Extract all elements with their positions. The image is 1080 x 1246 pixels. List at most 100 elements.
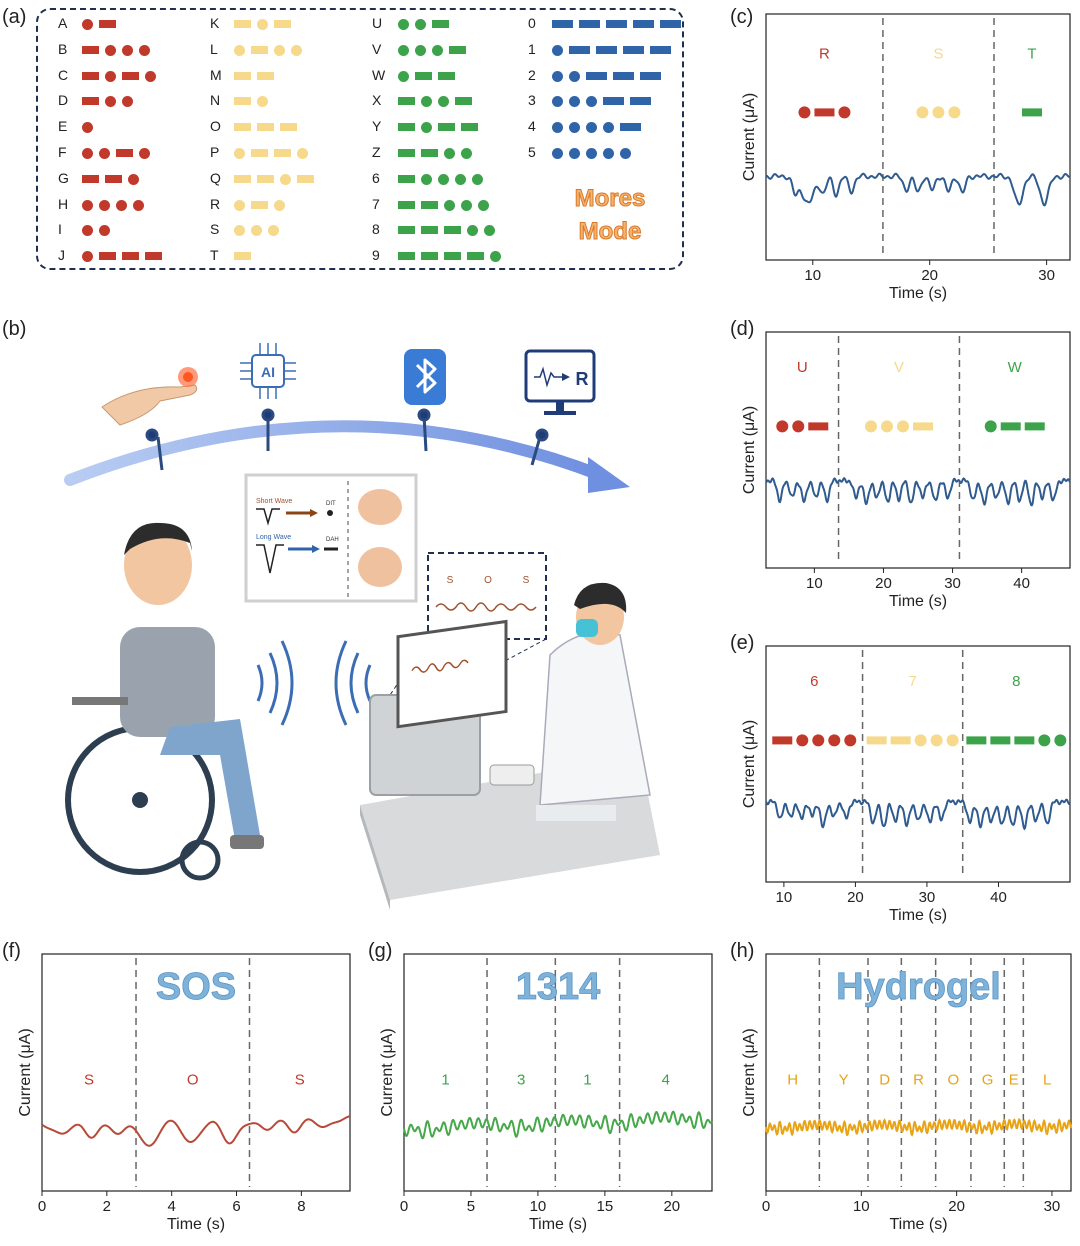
- morse-dot: [398, 44, 409, 56]
- morse-char: F: [58, 144, 67, 160]
- morse-char: H: [58, 195, 69, 212]
- morse-dash: [660, 20, 681, 28]
- morse-dot: [82, 199, 93, 211]
- morse-dot: [455, 173, 466, 185]
- x-tick-label: 40: [990, 889, 1007, 906]
- code-dash: [772, 736, 793, 745]
- zoom-letter-2: O: [484, 575, 492, 586]
- x-tick-label: 20: [875, 575, 892, 592]
- x-tick-label: 30: [944, 575, 961, 592]
- segment-letter: H: [787, 1071, 798, 1088]
- morse-dot: [82, 148, 93, 159]
- x-tick-label: 5: [467, 1198, 475, 1215]
- morse-dash: [398, 200, 415, 209]
- morse-dot: [569, 70, 580, 82]
- code-dot: [914, 734, 927, 747]
- panel-label-g: (g): [368, 940, 393, 962]
- morse-dash: [421, 149, 438, 157]
- x-tick-label: 10: [776, 889, 793, 906]
- morse-dash: [633, 20, 654, 28]
- x-tick-label: 10: [804, 267, 821, 284]
- chart-e: 10 20 30 40 Time (s) Current (μA) 6 7 8: [741, 645, 1071, 924]
- doctor: [536, 582, 651, 821]
- morse-dash: [145, 252, 162, 261]
- morse-char: R: [210, 195, 221, 212]
- morse-dash: [234, 97, 251, 106]
- dah-label: DAH: [326, 537, 339, 543]
- morse-dot: [586, 96, 597, 108]
- morse-dash: [122, 252, 139, 261]
- morse-dot: [438, 96, 449, 108]
- x-tick-label: 20: [663, 1198, 680, 1215]
- morse-dot: [586, 148, 597, 159]
- morse-dash: [297, 174, 314, 183]
- morse-dash: [257, 71, 274, 80]
- segment-letter: R: [913, 1071, 924, 1088]
- panel-label-e: (e): [730, 632, 755, 654]
- morse-dash: [105, 174, 122, 183]
- morse-dash: [596, 45, 617, 54]
- code-dot: [984, 420, 997, 433]
- chart-title: 1314: [516, 966, 601, 1008]
- morse-dot: [268, 225, 279, 237]
- morse-dash: [274, 149, 291, 157]
- segment-letter: 1: [441, 1071, 449, 1088]
- morse-dot: [234, 225, 245, 237]
- morse-dash: [640, 71, 661, 80]
- morse-dot: [620, 148, 631, 159]
- morse-dot: [99, 199, 110, 211]
- morse-dash: [449, 45, 466, 54]
- code-dot: [838, 106, 851, 119]
- morse-char: 2: [528, 66, 536, 83]
- morse-char: A: [58, 15, 68, 31]
- morse-char: M: [210, 66, 222, 83]
- morse-dot: [257, 19, 268, 30]
- chart-title: Hydrogel: [836, 966, 1001, 1008]
- chart-c: 10 20 30 Time (s) Current (μA) R S T: [741, 13, 1071, 302]
- scene-svg: AI R Short Wave DIT Long Wave: [64, 343, 660, 910]
- chart-d: 10 20 30 40 Time (s) Current (μA) U V W: [741, 331, 1071, 610]
- code-dot: [865, 420, 877, 433]
- morse-dot: [105, 96, 116, 108]
- y-axis-label: Current (μA): [741, 720, 758, 808]
- segment-letter: G: [982, 1071, 994, 1088]
- code-dash: [814, 108, 835, 117]
- x-axis-label: Time (s): [889, 285, 947, 302]
- x-tick-label: 10: [530, 1198, 547, 1215]
- x-tick-label: 10: [853, 1198, 870, 1215]
- code-dot: [881, 420, 893, 433]
- code-dash: [866, 736, 887, 745]
- segment-letter: O: [947, 1071, 959, 1088]
- code-dot: [776, 420, 789, 433]
- morse-dash: [251, 200, 268, 209]
- morse-dot: [432, 44, 443, 56]
- plot-frame: [765, 13, 1071, 261]
- morse-dash: [552, 20, 573, 28]
- morse-dash: [122, 71, 139, 80]
- morse-dash: [398, 252, 415, 261]
- morse-dash: [398, 174, 415, 183]
- long-wave-label: Long Wave: [256, 534, 291, 541]
- morse-dot: [257, 96, 268, 108]
- morse-char: I: [58, 221, 62, 238]
- morse-dash: [444, 252, 461, 261]
- x-tick-label: 30: [919, 889, 936, 906]
- mores-mode-line1: Mores: [574, 185, 646, 213]
- morse-char: J: [58, 247, 65, 264]
- morse-dot: [490, 251, 501, 263]
- morse-dot: [99, 148, 110, 159]
- segment-letter: 6: [810, 673, 818, 690]
- morse-dot: [415, 19, 426, 30]
- morse-dot: [444, 199, 455, 211]
- panel-label-f: (f): [2, 940, 21, 962]
- morse-char: Z: [372, 144, 381, 160]
- morse-dash: [82, 97, 99, 106]
- morse-dash: [603, 97, 624, 106]
- morse-char: N: [210, 92, 221, 109]
- morse-dot: [139, 148, 150, 159]
- x-tick-label: 20: [921, 267, 938, 284]
- morse-dash: [99, 20, 116, 28]
- morse-dot: [467, 225, 478, 237]
- morse-dash: [398, 97, 415, 106]
- morse-char: G: [58, 169, 69, 186]
